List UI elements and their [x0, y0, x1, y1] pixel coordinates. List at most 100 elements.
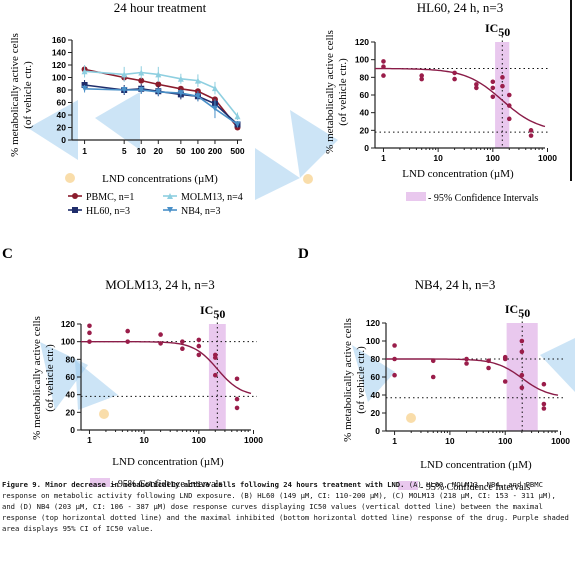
ic50-label: IC: [200, 303, 213, 317]
y-tick-label: 40: [360, 108, 370, 118]
legend-label: HL60, n=3: [86, 206, 130, 217]
x-tick-label: 50: [176, 146, 186, 156]
watermark-dot-0: [65, 173, 75, 183]
y-tick-label: 20: [57, 123, 67, 133]
y-tick-label: 80: [57, 85, 67, 95]
data-point: [381, 73, 386, 78]
data-point: [464, 356, 469, 362]
marker-triangle: [155, 71, 162, 78]
y-tick-label: 80: [66, 354, 76, 364]
data-point: [212, 372, 218, 378]
panel-d-ylabel-2: (of vehicle ctr.): [355, 346, 367, 414]
panel-d-ci-legend: - 95% Confidence Intervals: [420, 482, 530, 493]
panel-d-title: NB4, 24 h, n=3: [415, 277, 496, 292]
data-point: [474, 85, 479, 91]
watermark-dot-1: [303, 174, 313, 184]
x-tick-label: 100: [486, 153, 500, 163]
data-point: [502, 356, 508, 362]
x-tick-label: 200: [208, 146, 222, 156]
data-point: [381, 59, 386, 64]
watermark-shape-4: [40, 342, 88, 410]
panel-c-ylabel-1: % metabolically active cells: [31, 316, 43, 440]
ic50-subscript: 50: [518, 306, 530, 320]
marker-triangle: [138, 69, 145, 76]
watermark-shape-3: [255, 148, 300, 200]
panel-c-letter: C: [2, 246, 13, 262]
data-point: [392, 343, 397, 348]
data-point: [490, 85, 496, 91]
y-tick-label: 80: [371, 354, 381, 364]
data-point: [506, 116, 512, 122]
x-tick-label: 1000: [551, 436, 570, 446]
watermark-shape-1: [95, 92, 140, 150]
panel-b-title: HL60, 24 h, n=3: [417, 0, 503, 15]
fitted-curve: [375, 67, 546, 128]
panel-a-ylabel-2: (of vehicle ctr.): [22, 61, 34, 129]
data-point: [234, 405, 240, 411]
y-tick-label: 120: [366, 318, 380, 328]
x-tick-label: 10: [433, 153, 443, 163]
data-point: [392, 356, 397, 362]
fitted-curve: [386, 358, 559, 396]
panel-a-legend: PBMC, n=1 MOLM13, n=4 HL60, n=3 NB4, n=3: [68, 192, 243, 217]
series-line-1: [84, 70, 239, 117]
x-tick-label: 20: [154, 146, 164, 156]
data-point: [234, 376, 240, 382]
y-tick-label: 20: [371, 408, 381, 418]
panel-d: D NB4, 24 h, n=3 LND concentration (µM) …: [298, 246, 570, 493]
data-point: [519, 372, 525, 378]
y-tick-label: 100: [61, 337, 75, 347]
y-tick-label: 100: [52, 73, 66, 83]
panel-d-xlabel: LND concentration (µM): [420, 459, 532, 471]
y-tick-label: 40: [57, 110, 67, 120]
x-tick-label: 100: [192, 435, 206, 445]
panel-b: HL60, 24 h, n=3 LND concentration (µM) %…: [324, 0, 557, 204]
watermark-shape-2: [290, 110, 338, 178]
y-tick-label: 60: [360, 90, 370, 100]
fitted-curve: [81, 341, 252, 395]
data-point: [464, 361, 469, 366]
x-tick-label: 5: [122, 146, 127, 156]
panel-a-xlabel: LND concentrations (µM): [102, 173, 218, 185]
ic50-subscript: 50: [213, 307, 225, 321]
y-tick-label: 160: [52, 35, 66, 45]
data-point: [180, 346, 185, 352]
y-tick-label: 100: [366, 336, 380, 346]
data-point: [519, 338, 525, 344]
caption-heading: Figure 9. Minor decrease in metabolicall…: [2, 480, 405, 489]
y-tick-label: 120: [52, 60, 66, 70]
data-point: [212, 355, 218, 360]
data-point: [430, 358, 436, 364]
data-point: [500, 83, 505, 89]
watermark-shape-5: [75, 360, 118, 410]
marker-triangle: [194, 77, 201, 84]
data-point: [392, 372, 397, 378]
x-tick-label: 100: [498, 436, 512, 446]
data-point: [506, 92, 512, 98]
y-tick-label: 0: [70, 425, 75, 435]
data-point: [486, 358, 491, 364]
panel-b-xlabel: LND concentration (µM): [402, 168, 514, 180]
data-point: [490, 79, 496, 85]
data-point: [528, 128, 534, 133]
x-tick-label: 1: [392, 436, 397, 446]
data-point: [180, 339, 185, 344]
watermark-dot-2: [99, 409, 109, 419]
watermark-shape-6: [352, 345, 395, 402]
data-point: [381, 64, 386, 70]
data-point: [125, 339, 130, 344]
panel-c-ylabel-2: (of vehicle ctr.): [44, 344, 56, 412]
data-point: [419, 73, 424, 78]
data-point: [486, 365, 491, 371]
panel-b-ylabel-2: (of vehicle ctr.): [337, 58, 349, 126]
marker-triangle-down: [155, 88, 162, 95]
watermark-shape-0: [28, 100, 78, 160]
figure-caption: Figure 9. Minor decrease in metabolicall…: [2, 479, 573, 534]
data-point: [500, 75, 505, 80]
ic50-label: IC: [505, 302, 518, 316]
legend-label: PBMC, n=1: [86, 192, 134, 203]
data-point: [196, 352, 202, 358]
